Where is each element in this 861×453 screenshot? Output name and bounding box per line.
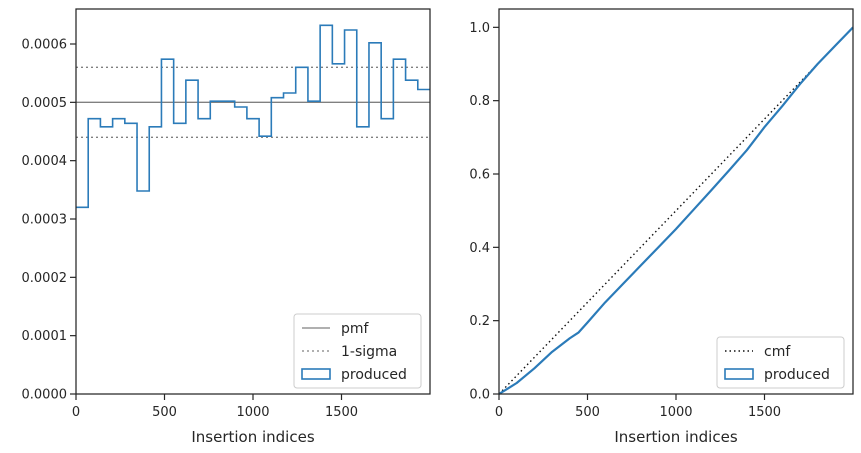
right-legend-box (716, 336, 845, 389)
left-axes: 0 500 1000 1500 0.0000 0.0001 0.0002 0.0003 0.00… (22, 8, 431, 420)
left-chart: 0 500 1000 1500 0.0000 0.0001 0.0002 0.0003 0.00… (22, 8, 431, 446)
right-legend: cmf produced (716, 336, 845, 389)
left-plot-area (76, 24, 430, 209)
left-y-tick-label: 0.0005 (22, 96, 68, 111)
left-x-tick-label: 1500 (325, 405, 358, 420)
left-y-tick-label: 0.0000 (22, 388, 68, 403)
left-y-tick-label: 0.0001 (22, 329, 68, 344)
right-chart: 0 500 1000 1500 0.0 0.2 0.4 0.6 0.8 1.0 Insertion… (469, 8, 854, 446)
left-y-tick-label: 0.0002 (22, 271, 68, 286)
right-x-tick-label: 1500 (748, 405, 781, 420)
right-y-tick-label: 0.2 (469, 314, 490, 329)
right-y-tick-label: 0.6 (469, 168, 490, 183)
legend-produced-swatch (301, 368, 331, 380)
right-y-tick-label: 1.0 (469, 21, 490, 36)
right-x-tick-label: 1000 (659, 405, 692, 420)
legend-produced-swatch (724, 368, 754, 380)
left-legend-label: produced (341, 367, 407, 383)
right-x-axis-label: Insertion indices (614, 428, 737, 446)
left-legend-label: 1-sigma (341, 344, 397, 360)
left-legend: pmf 1-sigma produced (293, 313, 422, 389)
right-axes: 0 500 1000 1500 0.0 0.2 0.4 0.6 0.8 1.0 (469, 8, 854, 420)
left-y-tick-label: 0.0004 (22, 154, 68, 169)
left-y-tick-label: 0.0003 (22, 213, 68, 228)
left-x-tick-label: 500 (152, 405, 177, 420)
right-plot-area (498, 26, 854, 395)
right-frame (498, 8, 854, 395)
left-x-tick-label: 1000 (236, 405, 269, 420)
right-x-tick-label: 500 (575, 405, 600, 420)
produced-cdf-curve (498, 26, 854, 395)
right-y-tick-label: 0.0 (469, 388, 490, 403)
right-x-tick-label: 0 (495, 405, 503, 420)
left-y-tick-label: 0.0006 (22, 38, 68, 53)
right-legend-label: cmf (764, 344, 791, 360)
produced-histogram (76, 24, 430, 209)
left-x-tick-label: 0 (72, 405, 80, 420)
right-legend-label: produced (764, 367, 830, 383)
right-y-tick-label: 0.4 (469, 241, 490, 256)
right-y-tick-label: 0.8 (469, 94, 490, 109)
left-x-axis-label: Insertion indices (191, 428, 314, 446)
left-legend-label: pmf (341, 321, 370, 337)
